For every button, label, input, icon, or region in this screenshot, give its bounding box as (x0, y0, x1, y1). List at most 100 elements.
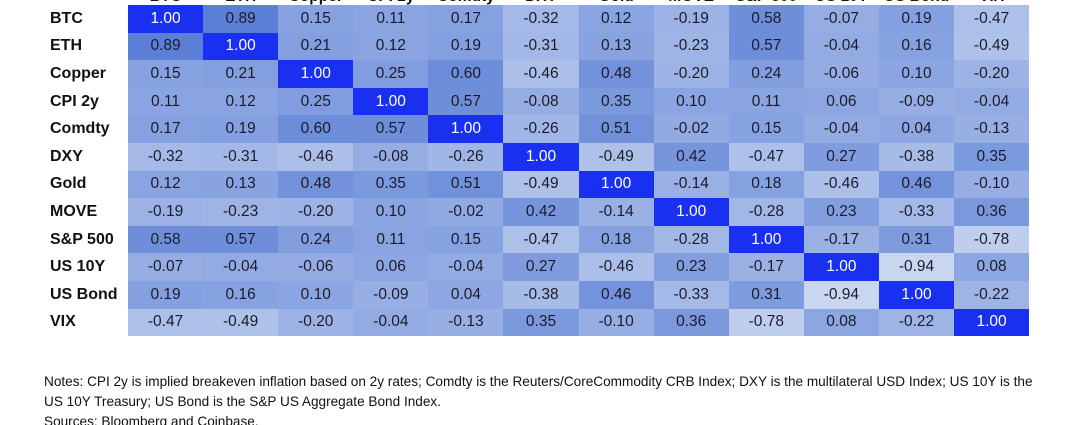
correlation-cell: 0.57 (428, 87, 504, 116)
correlation-cell: -0.10 (954, 170, 1030, 199)
correlation-cell: -0.04 (954, 87, 1030, 116)
correlation-cell: 0.46 (878, 170, 955, 199)
correlation-cell: -0.07 (803, 5, 879, 33)
correlation-cell: -0.46 (278, 142, 354, 171)
row-label: S&P 500 (50, 230, 114, 248)
matrix-rows: BTC 1.00 0.89 0.15 0.11 0.17 -0.32 0.12 -0.19 0.5… (46, 5, 1030, 337)
correlation-cell: -0.26 (503, 115, 579, 143)
correlation-cell: -0.31 (503, 32, 579, 61)
correlation-cell: 0.35 (578, 87, 654, 116)
correlation-cell: -0.14 (653, 170, 729, 199)
row-label: VIX (50, 313, 76, 331)
correlation-cell: -0.28 (653, 225, 729, 254)
correlation-cell: 0.58 (128, 225, 204, 254)
diagonal-cell: 1.00 (128, 5, 204, 33)
correlation-cell: 0.48 (278, 170, 354, 199)
correlation-cell: 0.89 (203, 5, 279, 33)
correlation-cell: 0.04 (878, 115, 955, 143)
column-header: Gold (579, 0, 654, 14)
correlation-cell: 0.46 (578, 280, 654, 309)
correlation-cell: 0.89 (128, 32, 204, 61)
correlation-cell: 0.11 (353, 5, 429, 33)
correlation-cell: 0.17 (128, 115, 204, 143)
correlation-cell: 0.35 (353, 170, 429, 199)
diagonal-cell: 1.00 (954, 308, 1030, 337)
correlation-cell: 0.25 (353, 60, 429, 88)
matrix-row: Comdty 0.17 0.19 0.60 0.57 1.00 -0.26 0.51 -0.02… (46, 115, 1030, 143)
matrix-row: CPI 2y 0.11 0.12 0.25 1.00 0.57 -0.08 0.35 0.10 0… (46, 87, 1030, 116)
correlation-cell: 0.06 (353, 253, 429, 281)
correlation-cell: -0.49 (954, 32, 1030, 61)
correlation-cell: -0.23 (203, 198, 279, 226)
sources-text: Sources: Bloomberg and Coinbase. (44, 414, 259, 425)
correlation-cell: 0.51 (428, 170, 504, 199)
row-label: US 10Y (50, 258, 106, 276)
diagonal-cell: 1.00 (428, 115, 504, 143)
correlation-cell: -0.33 (653, 280, 729, 309)
correlation-cell: -0.04 (803, 32, 879, 61)
correlation-cell: -0.78 (728, 308, 804, 337)
correlation-cell: -0.20 (954, 60, 1030, 88)
correlation-cell: 0.10 (653, 87, 729, 116)
correlation-cell: -0.46 (503, 60, 579, 88)
correlation-cell: -0.09 (353, 280, 429, 309)
matrix-row: BTC 1.00 0.89 0.15 0.11 0.17 -0.32 0.12 -0.19 0.5… (46, 5, 1030, 33)
column-header: S&P 500 (729, 0, 804, 14)
correlation-cell: -0.31 (203, 142, 279, 171)
correlation-cell: 0.15 (728, 115, 804, 143)
correlation-cell: -0.33 (878, 198, 955, 226)
matrix-row: ETH 0.89 1.00 0.21 0.12 0.19 -0.31 0.13 -0.23 0.5… (46, 32, 1030, 61)
correlation-cell: 0.12 (353, 32, 429, 61)
correlation-cell: 0.23 (803, 198, 879, 226)
correlation-cell: 0.42 (653, 142, 729, 171)
correlation-cell: 0.42 (503, 198, 579, 226)
matrix-row: VIX -0.47 -0.49 -0.20 -0.04 -0.13 0.35 -0.10 0.3… (46, 308, 1030, 337)
row-label: Copper (50, 64, 106, 82)
correlation-cell: 0.16 (878, 32, 955, 61)
correlation-cell: 0.15 (128, 60, 204, 88)
correlation-cell: -0.06 (803, 60, 879, 88)
correlation-cell: 0.27 (803, 142, 879, 171)
diagonal-cell: 1.00 (203, 32, 279, 61)
correlation-cell: -0.08 (503, 87, 579, 116)
correlation-cell: 0.11 (128, 87, 204, 116)
correlation-cell: -0.94 (878, 253, 955, 281)
matrix-row: DXY -0.32 -0.31 -0.46 -0.08 -0.26 1.00 -0.49 0.4… (46, 142, 1030, 171)
correlation-cell: 0.23 (653, 253, 729, 281)
column-header: CPI 2y (353, 0, 428, 14)
correlation-cell: -0.08 (353, 142, 429, 171)
correlation-cell: -0.26 (428, 142, 504, 171)
correlation-cell: 0.18 (728, 170, 804, 199)
column-header: MOVE (654, 0, 729, 14)
column-header: Comdty (428, 0, 503, 14)
correlation-cell: -0.13 (428, 308, 504, 337)
diagonal-cell: 1.00 (878, 280, 955, 309)
correlation-cell: -0.47 (728, 142, 804, 171)
correlation-cell: 0.57 (353, 115, 429, 143)
correlation-cell: -0.94 (803, 280, 879, 309)
correlation-cell: -0.17 (803, 225, 879, 254)
correlation-cell: -0.07 (128, 253, 204, 281)
column-header: DXY (503, 0, 578, 14)
matrix-row: Copper 0.15 0.21 1.00 0.25 0.60 -0.46 0.48 -0.20… (46, 60, 1030, 88)
row-label: Comdty (50, 120, 110, 138)
notes-text: Notes: CPI 2y is implied breakeven infla… (44, 374, 1033, 409)
row-label: BTC (50, 9, 83, 27)
correlation-cell: 0.08 (954, 253, 1030, 281)
correlation-cell: 0.51 (578, 115, 654, 143)
correlation-cell: -0.49 (503, 170, 579, 199)
column-header: BTC (128, 0, 203, 14)
row-label: Gold (50, 175, 87, 193)
correlation-cell: 0.06 (803, 87, 879, 116)
correlation-cell: -0.47 (954, 5, 1030, 33)
correlation-cell: 0.12 (203, 87, 279, 116)
correlation-cell: -0.04 (203, 253, 279, 281)
correlation-cell: -0.06 (278, 253, 354, 281)
correlation-cell: -0.19 (128, 198, 204, 226)
column-header: US 10Y (804, 0, 879, 14)
correlation-cell: -0.04 (353, 308, 429, 337)
correlation-cell: 0.57 (203, 225, 279, 254)
correlation-cell: -0.32 (128, 142, 204, 171)
correlation-cell: 0.24 (278, 225, 354, 254)
